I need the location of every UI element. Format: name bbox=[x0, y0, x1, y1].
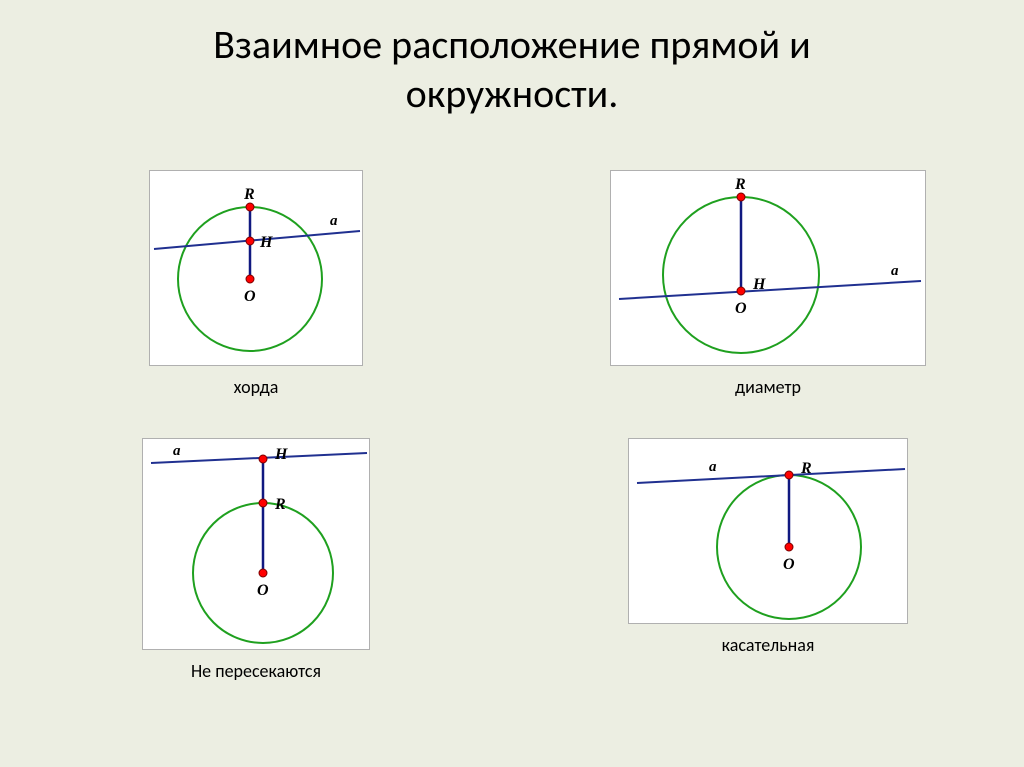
cell-tangent: O Ra касательная bbox=[512, 438, 1024, 682]
svg-no-intersect: O R Ha bbox=[143, 439, 371, 651]
cell-no-intersect: O R Ha Не пересекаются bbox=[0, 438, 512, 682]
title-line1: Взаимное расположение прямой и bbox=[0, 20, 1024, 69]
svg-text:H: H bbox=[752, 276, 766, 293]
caption-no-intersect: Не пересекаются bbox=[191, 660, 321, 682]
cell-diameter: OH Ra диаметр bbox=[512, 170, 1024, 398]
svg-text:H: H bbox=[274, 446, 288, 463]
svg-text:O: O bbox=[257, 582, 269, 599]
caption-diameter: диаметр bbox=[735, 376, 801, 398]
svg-text:H: H bbox=[259, 234, 273, 251]
svg-text:O: O bbox=[244, 288, 256, 305]
box-tangent: O Ra bbox=[628, 438, 908, 624]
svg-diameter: OH Ra bbox=[611, 171, 927, 367]
svg-text:O: O bbox=[735, 300, 747, 317]
diagram-grid: OHRa хорда OHRa диаметр ORHa Не пересека… bbox=[0, 170, 1024, 682]
title-line2: окружности. bbox=[0, 69, 1024, 118]
svg-text:R: R bbox=[800, 460, 812, 477]
box-no-intersect: O R Ha bbox=[142, 438, 370, 650]
svg-text:R: R bbox=[243, 186, 255, 203]
svg-chord: O H Ra bbox=[150, 171, 364, 367]
svg-text:a: a bbox=[330, 213, 338, 229]
svg-text:a: a bbox=[709, 459, 717, 475]
caption-chord: хорда bbox=[234, 376, 279, 398]
page-title: Взаимное расположение прямой и окружност… bbox=[0, 0, 1024, 118]
svg-text:R: R bbox=[274, 496, 286, 513]
svg-text:a: a bbox=[173, 443, 181, 459]
svg-tangent: O Ra bbox=[629, 439, 909, 625]
caption-tangent: касательная bbox=[722, 634, 815, 656]
box-diameter: OH Ra bbox=[610, 170, 926, 366]
svg-text:R: R bbox=[734, 176, 746, 193]
svg-text:O: O bbox=[783, 556, 795, 573]
box-chord: O H Ra bbox=[149, 170, 363, 366]
svg-text:a: a bbox=[891, 263, 899, 279]
cell-chord: O H Ra хорда bbox=[0, 170, 512, 398]
